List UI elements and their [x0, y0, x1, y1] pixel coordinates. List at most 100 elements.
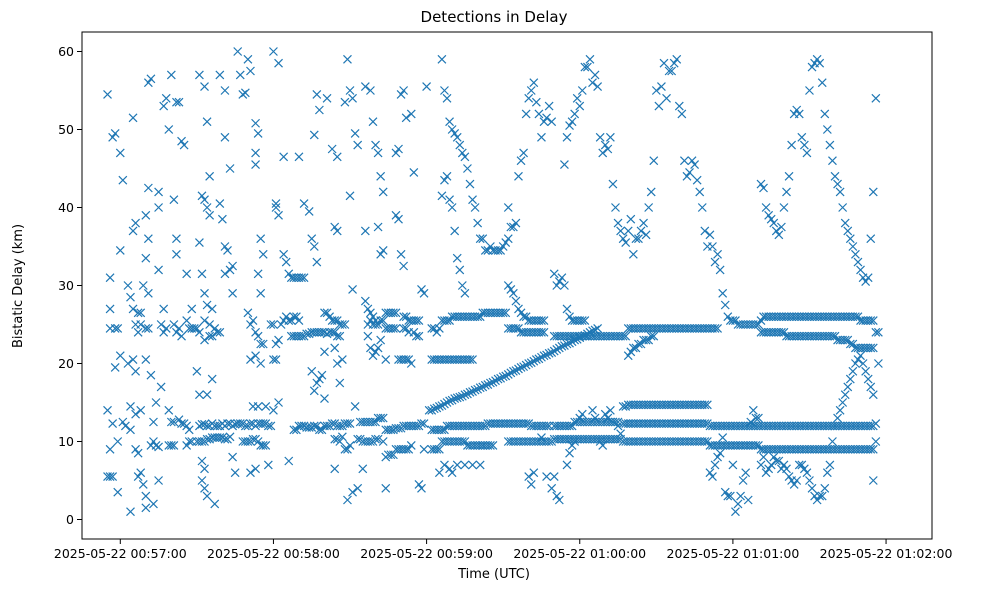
data-point: [225, 265, 235, 275]
data-point: [202, 117, 212, 127]
data-point: [417, 419, 426, 428]
data-point: [108, 132, 118, 142]
data-point: [868, 476, 878, 485]
data-point: [764, 464, 774, 474]
data-point: [797, 132, 807, 142]
data-point: [154, 203, 164, 212]
data-point: [534, 109, 544, 119]
data-point: [524, 359, 534, 368]
data-point: [611, 203, 620, 212]
data-point: [312, 257, 322, 267]
data-point: [128, 355, 138, 365]
data-point: [521, 360, 531, 370]
data-point: [133, 472, 143, 482]
data-point: [133, 327, 143, 337]
data-point: [136, 405, 146, 415]
data-point: [322, 421, 332, 431]
data-point: [603, 413, 613, 423]
data-point: [194, 238, 204, 248]
data-point: [452, 132, 462, 142]
data-point: [299, 273, 309, 283]
data-point: [805, 86, 814, 95]
data-point: [501, 238, 511, 248]
data-point: [866, 234, 876, 244]
data-point: [850, 249, 860, 259]
data-point: [309, 386, 319, 396]
data-point: [174, 415, 184, 425]
data-point: [766, 214, 776, 224]
data-point: [348, 93, 357, 103]
data-point: [212, 421, 222, 431]
data-point: [228, 452, 238, 462]
data-point: [511, 366, 521, 375]
data-point: [182, 269, 192, 279]
data-point: [465, 387, 475, 397]
x-tick-label: 2025-05-22 00:59:00: [360, 546, 493, 561]
data-point: [552, 345, 562, 354]
data-point: [253, 401, 263, 411]
data-point: [235, 419, 245, 428]
data-point: [605, 405, 615, 415]
data-point: [871, 93, 881, 103]
data-point: [580, 316, 590, 326]
data-point: [445, 396, 454, 406]
data-point: [700, 400, 710, 410]
data-point: [202, 300, 212, 310]
data-point: [621, 401, 631, 411]
data-point: [687, 156, 697, 166]
data-point: [327, 419, 337, 428]
data-point: [373, 343, 383, 353]
data-point: [309, 421, 319, 431]
data-point: [746, 417, 756, 427]
data-point: [764, 210, 774, 220]
data-point: [445, 195, 454, 205]
data-point: [169, 195, 179, 205]
data-point: [396, 89, 406, 99]
data-point: [442, 398, 452, 407]
data-point: [575, 413, 585, 423]
data-point: [172, 234, 181, 244]
data-point: [845, 374, 855, 384]
data-point: [276, 320, 286, 329]
data-point: [388, 425, 398, 435]
data-point: [542, 350, 551, 360]
data-point: [450, 394, 460, 404]
x-tick-label: 2025-05-22 00:58:00: [207, 546, 340, 561]
data-point: [866, 343, 876, 353]
data-point: [322, 93, 332, 103]
data-point: [511, 296, 521, 306]
data-point: [314, 425, 324, 435]
data-point: [215, 199, 225, 209]
data-point: [271, 199, 281, 209]
data-point: [414, 331, 424, 341]
data-point: [447, 125, 457, 134]
data-point: [399, 323, 409, 333]
data-point: [496, 245, 506, 255]
data-point: [161, 93, 171, 103]
data-point: [411, 316, 421, 326]
data-point: [274, 210, 283, 220]
data-point: [585, 327, 595, 337]
data-point: [702, 400, 712, 410]
data-point: [220, 86, 230, 95]
data-point: [261, 401, 271, 411]
data-point: [465, 179, 475, 189]
data-point: [473, 312, 483, 322]
data-point: [422, 82, 432, 92]
data-point: [519, 362, 529, 372]
data-point: [468, 460, 477, 470]
data-point: [792, 105, 802, 115]
data-point: [700, 437, 710, 446]
data-point: [404, 444, 414, 454]
data-point: [317, 370, 327, 380]
data-point: [330, 222, 340, 232]
data-point: [634, 339, 643, 349]
data-point: [401, 323, 411, 333]
data-point: [866, 421, 876, 431]
data-point: [457, 437, 467, 446]
data-point: [307, 423, 317, 432]
data-point: [506, 368, 516, 378]
data-point: [136, 308, 146, 318]
data-point: [710, 460, 720, 470]
data-point: [679, 156, 689, 166]
